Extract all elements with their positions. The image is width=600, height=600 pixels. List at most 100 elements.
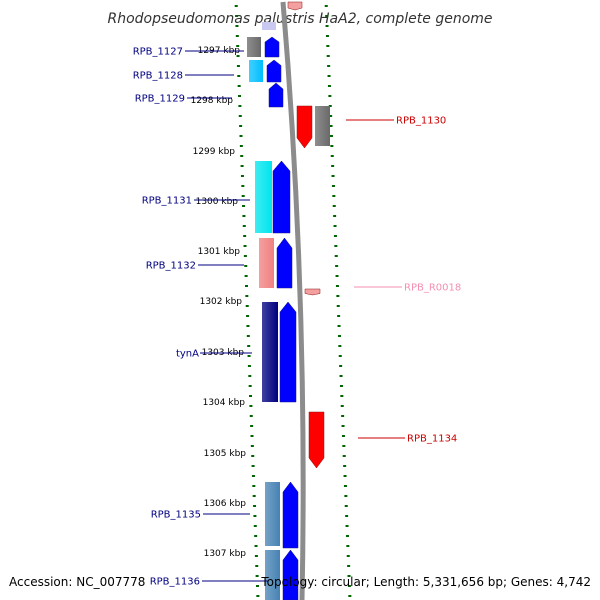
tick-mark <box>341 425 345 427</box>
kbp-label: 1304 kbp <box>203 398 246 408</box>
tick-mark <box>325 25 329 27</box>
tick-mark <box>344 495 348 497</box>
tick-mark <box>325 15 329 17</box>
tick-mark <box>250 425 254 427</box>
gene-features <box>247 1 330 600</box>
tick-mark <box>327 65 331 67</box>
tick-mark <box>237 75 241 77</box>
cog-box-rpb-1130 <box>315 106 330 146</box>
cds-arrow-rpb-1130 <box>296 105 313 149</box>
tick-mark <box>254 545 258 547</box>
tick-mark <box>327 85 331 87</box>
tick-mark <box>341 415 345 417</box>
tick-mark <box>240 175 244 177</box>
tick-mark <box>334 245 338 247</box>
tick-mark <box>238 95 242 97</box>
tick-mark <box>324 5 328 7</box>
tick-mark <box>240 155 244 157</box>
gene-label-tyna: tynA <box>176 349 199 360</box>
tick-mark <box>250 445 254 447</box>
tick-mark <box>343 475 347 477</box>
tick-mark <box>245 305 249 307</box>
cds-arrow-rpb-1128 <box>266 59 282 83</box>
tick-mark <box>256 595 260 597</box>
kbp-label: 1301 kbp <box>198 247 241 257</box>
tick-mark <box>336 295 340 297</box>
tick-mark <box>234 5 238 7</box>
cog-box-rpb-1136 <box>265 550 280 600</box>
tick-mark <box>340 395 344 397</box>
tick-mark <box>241 185 245 187</box>
kbp-label: 1307 kbp <box>204 549 247 559</box>
tick-mark <box>237 85 241 87</box>
tick-mark <box>244 275 248 277</box>
cog-box-rpb-1135 <box>265 482 280 546</box>
tick-mark <box>339 375 343 377</box>
tick-mark <box>255 575 259 577</box>
tick-mark <box>337 335 341 337</box>
tick-mark <box>253 505 257 507</box>
tick-mark <box>333 235 337 237</box>
tick-mark <box>245 295 249 297</box>
tick-mark <box>330 155 334 157</box>
tick-mark <box>253 525 257 527</box>
cds-arrow-rpb-1131 <box>272 160 291 234</box>
tick-mark <box>239 145 243 147</box>
tick-mark <box>346 545 350 547</box>
tick-mark <box>329 115 333 117</box>
tick-mark <box>255 585 259 587</box>
tick-mark <box>335 265 339 267</box>
tick-mark <box>253 515 257 517</box>
tick-mark <box>247 345 251 347</box>
tick-mark <box>246 335 250 337</box>
tick-mark <box>338 345 342 347</box>
tick-mark <box>331 175 335 177</box>
cog-box-tyna <box>262 302 278 402</box>
tick-mark <box>342 445 346 447</box>
tick-mark <box>342 455 346 457</box>
map-title: Rhodopseudomonas palustris HaA2, complet… <box>107 11 492 27</box>
tick-rings <box>234 5 352 597</box>
tick-mark <box>235 15 239 17</box>
tick-mark <box>332 195 336 197</box>
tick-mark <box>249 395 253 397</box>
tick-mark <box>244 265 248 267</box>
tick-mark <box>329 135 333 137</box>
tick-mark <box>250 435 254 437</box>
cds-arrow-rpb-1132 <box>276 237 293 289</box>
tick-mark <box>240 165 244 167</box>
tick-mark <box>246 315 250 317</box>
cds-arrow-partial <box>262 22 276 30</box>
tick-mark <box>340 405 344 407</box>
tick-mark <box>248 375 252 377</box>
gene-label-rpb-1127: RPB_1127 <box>133 47 183 58</box>
tick-mark <box>332 205 336 207</box>
cds-arrow-rpb-1127 <box>264 36 280 58</box>
tick-mark <box>235 25 239 27</box>
tick-mark <box>238 115 242 117</box>
tick-mark <box>326 45 330 47</box>
gene-label-rpb-1130: RPB_1130 <box>396 116 446 127</box>
gene-label-rpb-1128: RPB_1128 <box>133 71 183 82</box>
tick-mark <box>337 325 341 327</box>
tick-mark <box>239 125 243 127</box>
tick-mark <box>331 185 335 187</box>
cog-box-rpb-1127 <box>247 37 261 57</box>
gene-label-rpb-1136: RPB_1136 <box>150 577 200 588</box>
tick-mark <box>244 285 248 287</box>
tick-mark <box>252 495 256 497</box>
tick-mark <box>328 105 332 107</box>
cds-arrow-rpb-1134 <box>308 411 325 469</box>
tick-mark <box>331 165 335 167</box>
kbp-label: 1299 kbp <box>193 147 236 157</box>
tick-mark <box>343 485 347 487</box>
tick-mark <box>247 355 251 357</box>
tick-mark <box>251 465 255 467</box>
tick-mark <box>243 255 247 257</box>
tick-mark <box>347 565 351 567</box>
gene-label-rpb-1135: RPB_1135 <box>151 510 201 521</box>
gene-label-rpb-1134: RPB_1134 <box>407 434 457 445</box>
tick-mark <box>252 485 256 487</box>
tick-mark <box>341 435 345 437</box>
tick-mark <box>242 225 246 227</box>
